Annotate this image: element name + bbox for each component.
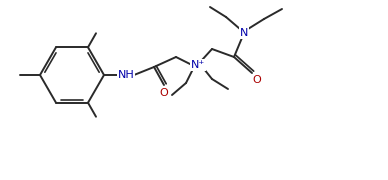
Text: NH: NH (118, 70, 134, 80)
Text: N⁺: N⁺ (191, 60, 205, 70)
Text: N: N (240, 28, 248, 38)
Text: O: O (253, 75, 262, 85)
Text: O: O (159, 88, 168, 98)
